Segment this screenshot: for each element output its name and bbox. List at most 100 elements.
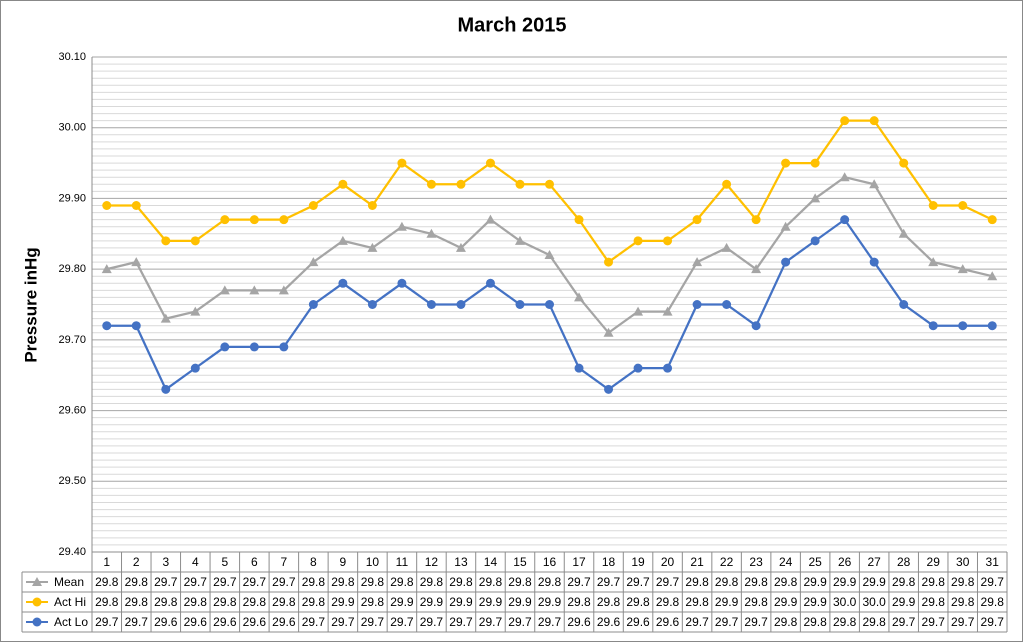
table-cell: 29.8 (715, 575, 739, 589)
table-cell: 29.7 (154, 575, 178, 589)
data-point (426, 228, 437, 238)
table-cell: 29.6 (272, 615, 296, 629)
data-point (544, 250, 555, 259)
table-cell: 30.0 (862, 595, 886, 609)
data-point (249, 342, 259, 352)
x-tick-label: 3 (162, 555, 169, 569)
table-cell: 29.8 (95, 595, 119, 609)
table-cell: 29.7 (390, 615, 414, 629)
x-tick-label: 20 (661, 555, 675, 569)
data-point (957, 264, 968, 274)
table-cell: 29.7 (449, 615, 473, 629)
table-cell: 29.7 (538, 615, 562, 629)
x-tick-label: 22 (720, 555, 734, 569)
x-tick-label: 8 (310, 555, 317, 569)
x-tick-label: 14 (484, 555, 498, 569)
data-point (160, 313, 171, 323)
table-cell: 29.8 (744, 575, 768, 589)
table-cell: 29.8 (125, 595, 149, 609)
x-tick-label: 25 (808, 555, 822, 569)
data-point (928, 257, 939, 267)
x-tick-label: 13 (454, 555, 468, 569)
data-point (899, 158, 909, 168)
x-tick-label: 29 (927, 555, 941, 569)
data-point (928, 201, 938, 210)
data-point (396, 221, 407, 231)
table-cell: 29.7 (479, 615, 503, 629)
table-cell: 29.6 (243, 615, 267, 629)
table-cell: 29.9 (715, 595, 739, 609)
data-point (869, 257, 879, 267)
data-point (190, 306, 201, 316)
table-cell: 29.9 (331, 595, 355, 609)
table-cell: 29.8 (272, 595, 296, 609)
table-cell: 29.7 (892, 615, 916, 629)
data-point (633, 363, 643, 373)
table-cell: 29.8 (922, 575, 946, 589)
table-cell: 29.9 (449, 595, 473, 609)
data-point (545, 179, 554, 189)
table-cell: 29.8 (361, 575, 385, 589)
data-point (308, 300, 318, 309)
table-cell: 29.9 (833, 575, 857, 589)
table-cell: 29.8 (243, 595, 267, 609)
table-cell: 29.7 (685, 615, 709, 629)
legend-label: Act Hi (54, 595, 86, 609)
data-point (869, 179, 880, 189)
data-point (869, 116, 879, 126)
data-point (663, 363, 673, 373)
data-point (308, 257, 319, 267)
table-cell: 29.7 (184, 575, 208, 589)
table-cell: 29.8 (508, 575, 532, 589)
chart-title: March 2015 (458, 14, 567, 36)
table-cell: 29.8 (597, 595, 621, 609)
data-point (190, 363, 200, 373)
table-cell: 29.8 (774, 615, 798, 629)
table-cell: 29.7 (361, 615, 385, 629)
x-tick-label: 21 (690, 555, 704, 569)
table-cell: 29.6 (656, 615, 680, 629)
table-cell: 29.9 (774, 595, 798, 609)
table-cell: 29.7 (125, 615, 149, 629)
y-axis-label: Pressure inHg (21, 247, 40, 362)
x-tick-label: 30 (956, 555, 970, 569)
data-point (367, 300, 377, 309)
table-cell: 29.7 (243, 575, 267, 589)
table-cell: 29.8 (125, 575, 149, 589)
x-tick-label: 7 (281, 555, 288, 569)
x-tick-label: 12 (425, 555, 439, 569)
data-point (987, 215, 997, 225)
y-tick-label: 30.10 (58, 51, 86, 63)
data-point (839, 172, 850, 182)
table-cell: 29.6 (597, 615, 621, 629)
table-cell: 29.8 (892, 575, 916, 589)
data-point (633, 236, 643, 246)
y-tick-label: 29.80 (58, 263, 86, 275)
table-cell: 29.7 (744, 615, 768, 629)
data-point (751, 264, 762, 274)
table-cell: 29.7 (715, 615, 739, 629)
data-point (397, 158, 407, 168)
table-cell: 29.8 (420, 575, 444, 589)
y-tick-label: 30.00 (58, 122, 86, 134)
data-point (751, 321, 761, 331)
x-tick-label: 27 (867, 555, 881, 569)
table-cell: 29.6 (213, 615, 237, 629)
table-cell: 29.9 (538, 595, 562, 609)
table-cell: 29.7 (922, 615, 946, 629)
x-tick-label: 5 (221, 555, 228, 569)
data-point (603, 327, 614, 337)
table-cell: 29.9 (420, 595, 444, 609)
table-cell: 29.7 (213, 575, 237, 589)
data-point (456, 300, 466, 309)
table-cell: 29.8 (361, 595, 385, 609)
table-cell: 29.8 (833, 615, 857, 629)
x-tick-label: 23 (749, 555, 763, 569)
y-tick-label: 29.90 (58, 192, 86, 204)
x-tick-label: 31 (986, 555, 1000, 569)
data-point (928, 321, 938, 331)
data-point (455, 242, 466, 252)
data-point (485, 158, 495, 168)
data-point (722, 300, 732, 309)
